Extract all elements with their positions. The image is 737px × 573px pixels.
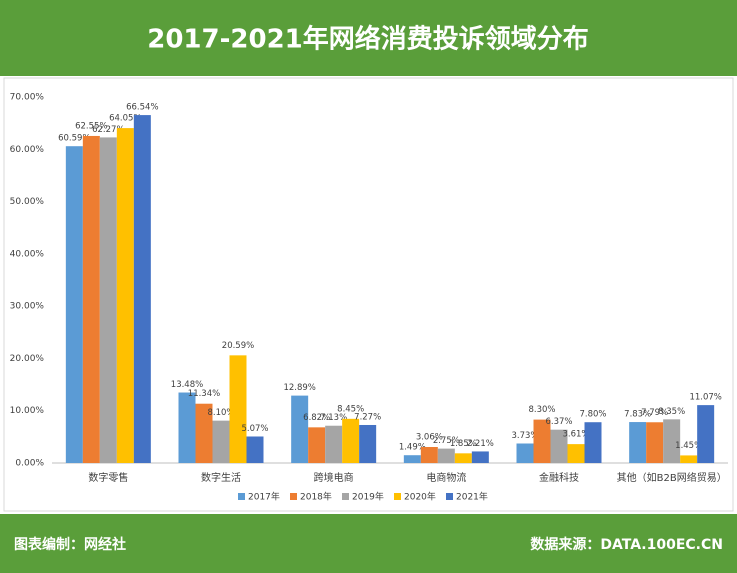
- bar: [229, 355, 247, 463]
- bar: [403, 455, 421, 463]
- value-label: 7.13%: [320, 413, 347, 423]
- bar: [420, 447, 438, 463]
- y-tick-label: 40.00%: [10, 249, 45, 259]
- bar: [680, 455, 698, 463]
- value-label: 2.21%: [467, 439, 494, 449]
- bar: [325, 425, 343, 463]
- value-label: 8.45%: [337, 404, 364, 414]
- value-label: 7.27%: [354, 412, 381, 422]
- bar: [342, 418, 360, 463]
- value-label: 1.45%: [675, 441, 702, 451]
- legend-swatch: [342, 493, 349, 500]
- title-bar: [0, 0, 737, 76]
- x-tick-label: 跨境电商: [314, 471, 354, 484]
- chart-frame: [3, 77, 734, 512]
- x-tick-label: 数字生活: [201, 471, 241, 484]
- y-tick-label: 0.00%: [15, 459, 44, 469]
- value-label: 66.54%: [126, 103, 158, 113]
- value-label: 3.61%: [562, 430, 589, 440]
- chart-title: 2017-2021年网络消费投诉领域分布: [147, 24, 589, 55]
- legend-swatch: [394, 493, 401, 500]
- value-label: 20.59%: [222, 341, 254, 351]
- value-label: 11.07%: [689, 393, 721, 403]
- x-tick-label: 数字零售: [88, 471, 128, 484]
- y-tick-label: 70.00%: [10, 93, 45, 103]
- bar: [359, 424, 377, 463]
- bar: [133, 115, 151, 464]
- y-tick-label: 60.00%: [10, 145, 45, 155]
- y-tick-label: 10.00%: [10, 406, 45, 416]
- value-label: 62.55%: [75, 121, 107, 131]
- bar: [178, 392, 196, 463]
- value-label: 7.83%: [624, 410, 651, 420]
- value-label: 62.27%: [92, 125, 124, 135]
- value-label: 6.82%: [303, 413, 330, 423]
- bar: [437, 448, 455, 463]
- legend-swatch: [446, 493, 453, 500]
- bar: [116, 128, 134, 464]
- x-tick-label: 其他（如B2B网络贸易）: [617, 471, 727, 484]
- bar: [697, 405, 715, 463]
- bar: [308, 427, 326, 463]
- value-label: 3.06%: [416, 433, 443, 443]
- legend-label: 2018年: [300, 491, 332, 503]
- y-tick-label: 30.00%: [10, 302, 45, 312]
- value-label: 7.80%: [579, 410, 606, 420]
- legend-label: 2017年: [248, 491, 280, 503]
- bar: [246, 436, 264, 463]
- bar: [195, 403, 213, 463]
- bar: [454, 453, 472, 463]
- bar: [533, 419, 551, 463]
- value-label: 64.05%: [109, 114, 141, 124]
- bar: [82, 135, 100, 463]
- bar: [291, 395, 309, 463]
- bar: [567, 444, 585, 463]
- value-label: 8.30%: [528, 405, 555, 415]
- footer-left: 图表编制：网经社: [14, 536, 126, 553]
- bar: [629, 422, 647, 463]
- bar: [663, 419, 681, 463]
- value-label: 11.34%: [188, 389, 220, 399]
- legend-swatch: [290, 493, 297, 500]
- legend-swatch: [238, 493, 245, 500]
- x-tick-label: 电商物流: [426, 471, 466, 484]
- value-label: 8.10%: [207, 408, 234, 418]
- value-label: 1.49%: [399, 443, 426, 453]
- bar: [99, 137, 117, 463]
- y-tick-label: 20.00%: [10, 354, 45, 364]
- y-tick-label: 50.00%: [10, 197, 45, 207]
- value-label: 5.07%: [241, 424, 268, 434]
- bar: [471, 451, 489, 463]
- x-tick-label: 金融科技: [539, 471, 579, 484]
- value-label: 3.73%: [511, 431, 538, 441]
- value-label: 8.35%: [658, 407, 685, 417]
- value-label: 12.89%: [283, 383, 315, 393]
- bar: [65, 146, 83, 463]
- bar: [550, 429, 568, 463]
- value-label: 6.37%: [545, 417, 572, 427]
- legend-label: 2020年: [404, 491, 436, 503]
- value-label: 2.75%: [433, 436, 460, 446]
- bar: [212, 420, 230, 463]
- footer-right: 数据来源：DATA.100EC.CN: [530, 536, 723, 553]
- value-label: 7.79%: [641, 408, 668, 418]
- legend-label: 2019年: [352, 491, 384, 503]
- legend-label: 2021年: [456, 491, 488, 503]
- bar: [584, 422, 602, 463]
- value-label: 60.59%: [58, 134, 90, 144]
- bar: [646, 422, 664, 463]
- bar: [516, 443, 534, 463]
- footer-bar: [0, 514, 737, 573]
- value-label: 13.48%: [171, 380, 203, 390]
- value-label: 1.85%: [450, 439, 477, 449]
